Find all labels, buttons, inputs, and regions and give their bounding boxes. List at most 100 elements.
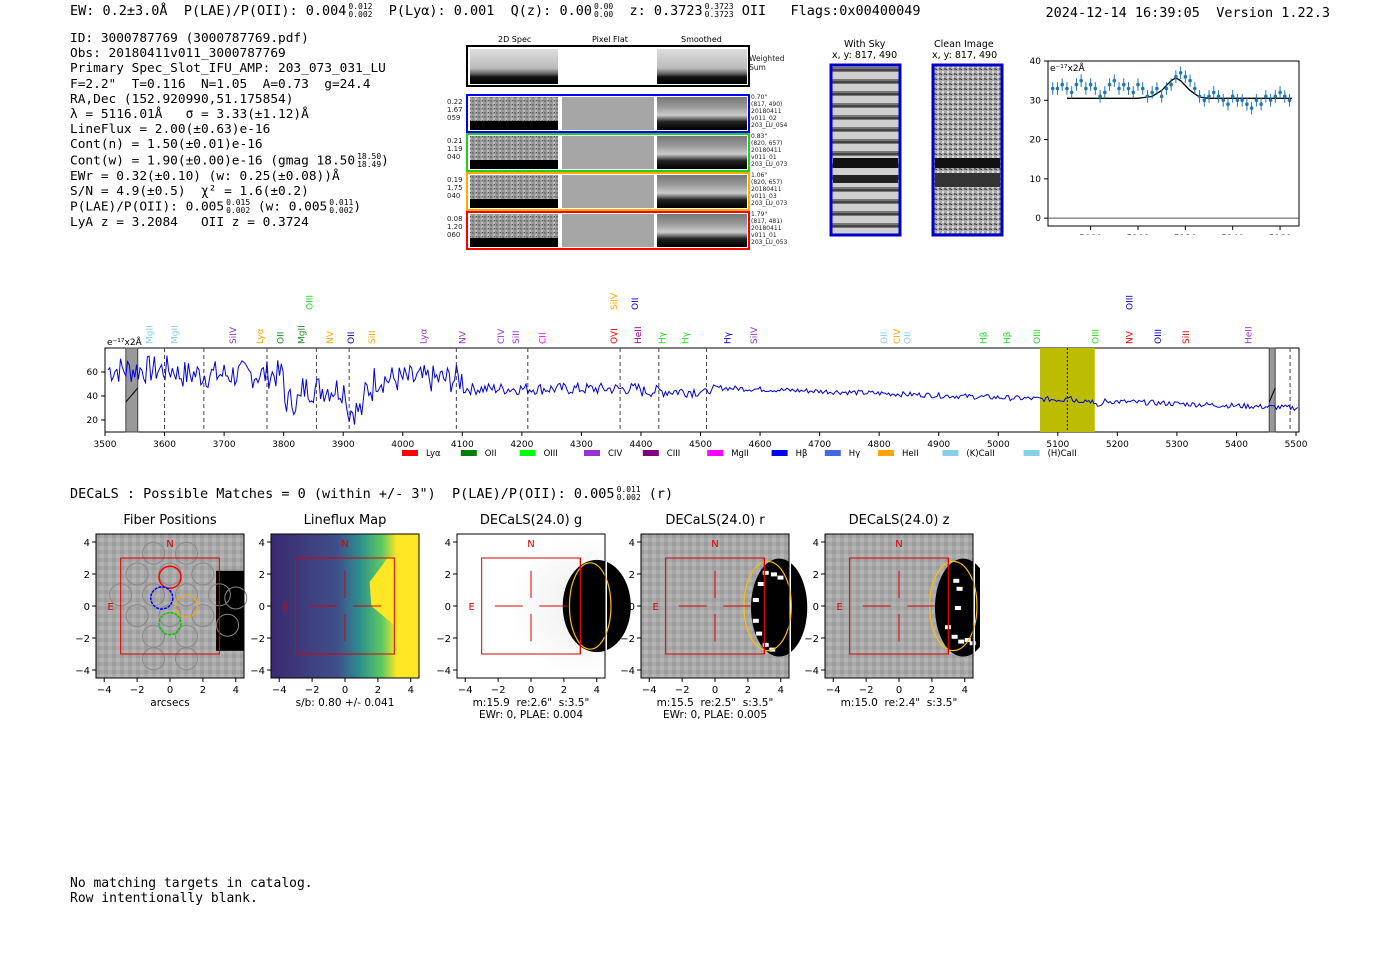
emission-label-text: CIV <box>497 328 507 344</box>
emission-label: NV <box>326 330 336 344</box>
emission-label-text: OIII <box>1033 329 1043 344</box>
zoom-xtick-label: 5160 <box>1269 234 1292 235</box>
cutout-row-frame <box>466 172 750 211</box>
zoom-data-point <box>1103 90 1107 95</box>
legend-swatch <box>584 450 600 456</box>
fiber-position-marker <box>158 565 182 589</box>
emission-label-text: Hγ <box>723 331 733 344</box>
emission-label-text: OIII <box>1091 329 1101 344</box>
legend-label: OII <box>485 449 497 459</box>
legend-swatch <box>1023 450 1040 456</box>
legend-swatch <box>519 450 536 456</box>
emission-label: HeII <box>634 326 644 344</box>
decals-xtick-label: −4 <box>826 685 841 696</box>
weighted-2d-spec <box>470 49 558 84</box>
decals-ytick-label: −2 <box>250 634 265 645</box>
zoom-data-point <box>1126 86 1131 91</box>
cutout-row-stats: 0.22 1.67 059 <box>447 98 463 122</box>
decals-xtick-label: 0 <box>712 685 718 696</box>
z-line: OII <box>741 3 767 19</box>
north-label: N <box>527 539 534 550</box>
zoom-ytick-label: 0 <box>1035 214 1041 224</box>
zoom-data-point <box>1098 94 1102 99</box>
zoom-chart: e⁻¹⁷x2Å 5080 5100 5120 5140 5160 0 10 20 30 40 <box>1030 57 1300 235</box>
emission-label-text: Lyα <box>256 328 266 344</box>
version: Version 1.22.3 <box>1216 5 1330 21</box>
emission-label: OII <box>880 332 890 344</box>
full-xtick-label: 4500 <box>689 440 712 450</box>
with-sky-xy: x, y: 817, 490 <box>832 50 898 61</box>
zoom-data-point <box>1055 86 1060 91</box>
cutout-pixel-flat <box>562 97 654 130</box>
zoom-data-point <box>1088 82 1093 87</box>
emission-label: SiII <box>512 330 522 344</box>
catalog-line-1: No matching targets in catalog. <box>70 876 313 891</box>
emission-label: SiIV <box>229 326 239 344</box>
search-box <box>849 557 949 655</box>
zoom-data-point <box>1221 98 1226 103</box>
with-sky-image <box>829 63 902 237</box>
decals-xtick-label: 4 <box>962 685 968 696</box>
decals-xtick-label: 0 <box>342 685 348 696</box>
decals-ytick-label: 4 <box>259 538 265 549</box>
emission-label-text: OIII <box>1125 295 1135 310</box>
emission-label: Hβ <box>1003 331 1013 344</box>
decals-ytick-label: 2 <box>813 570 819 581</box>
zoom-unit-label: e⁻¹⁷x2Å <box>1050 62 1086 74</box>
col-2d-spec: 2D Spec <box>498 35 532 44</box>
cutout-row-frame <box>466 133 750 172</box>
with-sky-title: With Sky <box>844 39 886 50</box>
zoom-data-point <box>1197 94 1202 99</box>
masked-band <box>1268 347 1276 433</box>
zoom-ytick-label: 30 <box>1030 96 1042 106</box>
decals-xtick-label: 0 <box>896 685 902 696</box>
emission-label-text: CIV <box>893 328 903 344</box>
legend-swatch <box>642 450 659 456</box>
decals-ytick-label: 2 <box>629 570 635 581</box>
zoom-data-point <box>1060 82 1065 87</box>
full-xtick-label: 4900 <box>927 440 950 450</box>
emission-label-text: NV <box>458 330 468 344</box>
cutout-row-stats: 0.21 1.19 040 <box>447 137 463 161</box>
full-spectrum-chart: MgII MgII SiIV Lyα OII MgII OIII NV OII SiII Lyα NV… <box>87 292 1308 459</box>
decals-xtick-label: −2 <box>130 685 145 696</box>
spectrum-line <box>107 355 1299 425</box>
plya-value: P(Lyα): 0.001 <box>388 3 495 19</box>
decals-ytick-label: −2 <box>75 634 90 645</box>
full-xtick-label: 5000 <box>987 440 1010 450</box>
info-sn: S/N = 4.9(±0.5) χ² = 1.6(±0.2) <box>70 183 309 199</box>
zoom-data-point <box>1164 86 1169 91</box>
decals-xtick-label: 2 <box>200 685 206 696</box>
info-plae: P(LAE)/P(OII): 0.005 0.015 0.002 (w: 0.005… <box>70 198 362 216</box>
full-unit-label: e⁻¹⁷x2Å <box>107 336 143 348</box>
zoom-ytick-label: 20 <box>1030 136 1042 146</box>
zoom-data-point <box>1145 94 1150 99</box>
emission-label-text: CII <box>539 332 549 344</box>
zoom-data-point <box>1282 94 1287 99</box>
weighted-sum-label: Weighted Sum <box>749 54 785 72</box>
decals-xtick-label: −2 <box>305 685 320 696</box>
emission-label-text: MgII <box>146 325 156 344</box>
north-label: N <box>166 539 173 550</box>
emission-label: NV <box>458 330 468 344</box>
emission-label: OIII <box>1154 329 1164 344</box>
cutout-row-frame <box>466 94 750 133</box>
full-xtick-label: 5100 <box>1046 440 1069 450</box>
zoom-data-point <box>1121 82 1126 87</box>
catalog-note: No matching targets in catalog. Row inte… <box>70 876 313 906</box>
emission-label-text: SiIV <box>229 326 239 344</box>
full-xtick-label: 4600 <box>749 440 772 450</box>
emission-label-text: OVI <box>610 328 620 344</box>
decals-xtick-label: −2 <box>675 685 690 696</box>
emission-label: NV <box>1125 330 1135 344</box>
full-xtick-label: 3900 <box>332 440 355 450</box>
legend-swatch <box>460 450 477 456</box>
cutout-smoothed <box>657 136 747 169</box>
emission-label-text: SiII <box>1182 330 1192 344</box>
decals-ytick-label: −2 <box>620 634 635 645</box>
full-ytick-label: 60 <box>87 368 99 378</box>
col-smoothed: Smoothed <box>681 35 722 44</box>
decals-xtick-label: 0 <box>528 685 534 696</box>
decals-ytick-label: 2 <box>84 570 90 581</box>
emission-label: SiIV <box>750 326 760 344</box>
